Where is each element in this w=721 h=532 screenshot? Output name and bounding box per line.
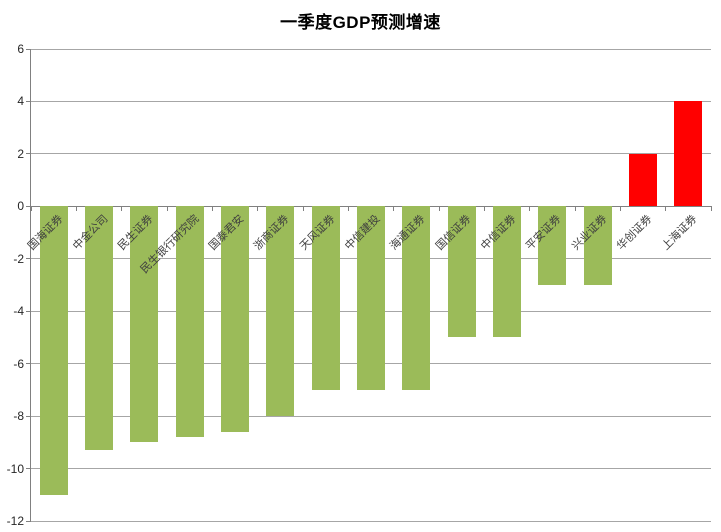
bar-国海证券 [39,206,68,495]
bar-天风证券 [311,206,340,390]
y-tick-label: 0 [17,199,24,214]
bar-民生证券 [130,206,159,443]
y-tick-label: -2 [13,251,24,266]
category-axis-tick [211,206,213,212]
bar-浙商证券 [266,206,295,417]
y-axis-tick [26,415,31,417]
gridline-y--10 [31,468,711,470]
y-axis-tick [26,310,31,312]
gridline-y-4 [31,100,711,102]
category-label: 华创证券 [614,213,655,253]
category-axis-tick [302,206,304,212]
gridline-y-6 [31,48,711,50]
category-axis-tick [121,206,123,212]
category-axis-tick [347,206,349,212]
category-axis-tick [30,206,32,212]
bar-华创证券 [629,153,657,207]
y-axis-tick [26,48,31,50]
bar-中信建投 [357,206,385,390]
category-axis-tick [529,206,531,212]
y-axis-tick [26,468,31,470]
category-label: 上海证券 [660,213,700,253]
y-axis-tick [26,153,31,155]
bar-海通证券 [402,206,431,390]
category-axis-tick [619,206,621,212]
y-axis-tick [26,205,31,207]
category-axis-tick [483,206,485,212]
gridline-y--12 [31,520,711,522]
bar-国信证券 [447,206,476,338]
category-axis-tick [574,206,576,212]
bar-民生银行研究院 [175,206,204,438]
bar-中金公司 [85,206,113,451]
bar-国泰君安 [221,206,249,432]
bar-上海证券 [674,101,703,207]
category-axis-tick [75,206,77,212]
y-tick-label: -4 [13,304,24,319]
gridline-y-2 [31,153,711,155]
y-axis-tick [26,520,31,522]
chart-title: 一季度GDP预测增速 [280,13,441,32]
y-tick-label: 6 [17,42,24,56]
bar-兴业证券 [583,206,612,285]
y-axis-line [30,49,31,521]
y-tick-label: -10 [6,461,24,476]
category-axis-tick [393,206,395,212]
y-tick-label: -6 [13,356,24,371]
y-tick-label: 2 [17,146,24,161]
bar-中信证券 [493,206,521,338]
category-axis-tick [257,206,259,212]
category-axis-tick [665,206,667,212]
gridline-y--8 [31,415,711,417]
y-tick-label: 4 [17,94,24,109]
y-axis-tick [26,258,31,260]
y-tick-label: -12 [6,514,24,528]
bar-平安证券 [538,206,567,285]
category-axis-tick [710,206,712,212]
y-axis-tick [26,100,31,102]
y-axis-tick [26,363,31,365]
category-axis-tick [166,206,168,212]
y-tick-label: -8 [13,409,24,424]
category-axis-tick [438,206,440,212]
